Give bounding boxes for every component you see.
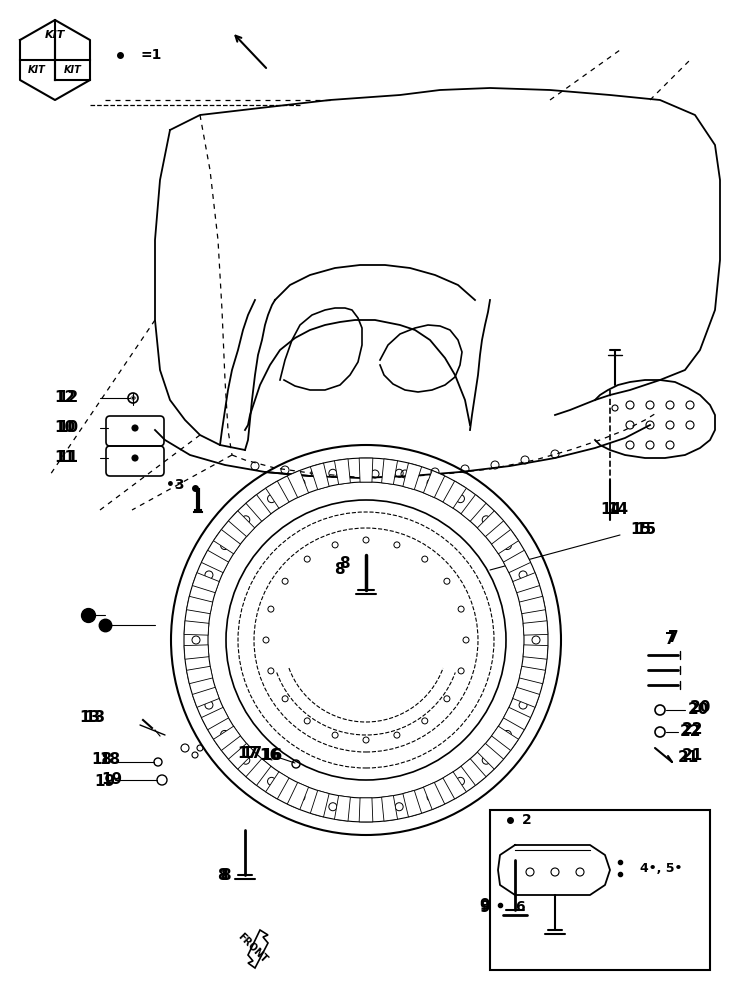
Circle shape (612, 405, 618, 411)
Text: 2: 2 (522, 813, 531, 827)
Polygon shape (523, 645, 548, 659)
Text: 17: 17 (237, 746, 258, 760)
Polygon shape (504, 707, 531, 730)
Text: 14: 14 (607, 502, 628, 518)
Polygon shape (187, 596, 212, 614)
Polygon shape (193, 687, 219, 707)
Polygon shape (359, 458, 373, 482)
Circle shape (655, 727, 665, 737)
Polygon shape (310, 463, 329, 490)
Polygon shape (492, 530, 518, 554)
Bar (490, 810, 710, 970)
Polygon shape (523, 621, 548, 635)
Text: 7: 7 (668, 631, 679, 646)
Polygon shape (381, 459, 397, 484)
Text: 8: 8 (220, 867, 231, 882)
Polygon shape (287, 470, 309, 498)
Polygon shape (193, 573, 219, 593)
Text: 20: 20 (688, 702, 709, 718)
Text: 19: 19 (94, 774, 116, 790)
Text: 19: 19 (102, 772, 122, 788)
Text: 16: 16 (261, 748, 283, 762)
Polygon shape (403, 790, 422, 817)
Text: 22: 22 (680, 724, 701, 740)
Text: 15: 15 (635, 522, 656, 538)
Text: 12: 12 (57, 390, 78, 406)
Text: ◈: ◈ (130, 393, 136, 402)
Polygon shape (214, 530, 240, 554)
Text: 13: 13 (80, 710, 100, 726)
Circle shape (128, 393, 138, 403)
Text: 22: 22 (682, 722, 703, 738)
Text: 21: 21 (678, 750, 699, 766)
Text: 21: 21 (682, 748, 703, 762)
Text: 17: 17 (242, 746, 263, 760)
Text: 13: 13 (84, 710, 105, 726)
Polygon shape (214, 726, 240, 750)
Polygon shape (423, 470, 445, 498)
Text: 11: 11 (54, 450, 75, 466)
Polygon shape (423, 782, 445, 810)
Polygon shape (443, 481, 466, 508)
Text: 20: 20 (690, 700, 712, 716)
Polygon shape (513, 687, 539, 707)
Polygon shape (381, 796, 397, 821)
Text: 6: 6 (515, 900, 525, 914)
Polygon shape (246, 759, 271, 785)
Polygon shape (201, 550, 228, 573)
Polygon shape (287, 782, 309, 810)
Polygon shape (187, 666, 212, 684)
Circle shape (132, 425, 138, 431)
Text: 18: 18 (100, 752, 121, 768)
Polygon shape (520, 596, 545, 614)
Text: 10: 10 (57, 420, 78, 436)
Polygon shape (266, 772, 289, 799)
Text: 9: 9 (479, 898, 490, 912)
Circle shape (132, 455, 138, 461)
Text: 15: 15 (630, 522, 651, 538)
Text: 10: 10 (54, 420, 75, 436)
Text: 18: 18 (92, 752, 113, 768)
Text: KIT: KIT (28, 65, 46, 75)
Text: •3: •3 (166, 478, 185, 492)
Text: 8: 8 (335, 562, 345, 578)
Text: KIT: KIT (64, 65, 82, 75)
Polygon shape (266, 481, 289, 508)
Text: 8: 8 (217, 868, 228, 884)
Polygon shape (513, 573, 539, 593)
Polygon shape (443, 772, 466, 799)
Polygon shape (246, 495, 271, 521)
Polygon shape (310, 790, 329, 817)
Text: 9: 9 (479, 900, 490, 916)
Text: 14: 14 (600, 502, 621, 518)
Polygon shape (504, 550, 531, 573)
Polygon shape (335, 459, 351, 484)
Polygon shape (520, 666, 545, 684)
Polygon shape (184, 621, 209, 635)
Polygon shape (228, 511, 255, 537)
Text: 11: 11 (58, 450, 78, 466)
Text: 12: 12 (54, 390, 75, 406)
Polygon shape (477, 511, 504, 537)
Polygon shape (201, 707, 228, 730)
Polygon shape (461, 759, 486, 785)
Text: KIT: KIT (45, 30, 65, 40)
Text: 16: 16 (259, 748, 280, 764)
Text: =1: =1 (140, 48, 161, 62)
Polygon shape (477, 743, 504, 769)
Polygon shape (403, 463, 422, 490)
Polygon shape (228, 743, 255, 769)
Text: 8: 8 (340, 556, 350, 570)
Polygon shape (359, 798, 373, 822)
Text: FRONT: FRONT (235, 931, 269, 965)
Polygon shape (184, 645, 209, 659)
Text: 4•, 5•: 4•, 5• (640, 861, 682, 874)
Circle shape (655, 705, 665, 715)
Text: 7: 7 (665, 633, 676, 648)
Polygon shape (492, 726, 518, 750)
Polygon shape (335, 796, 351, 821)
Polygon shape (461, 495, 486, 521)
Polygon shape (248, 930, 268, 968)
